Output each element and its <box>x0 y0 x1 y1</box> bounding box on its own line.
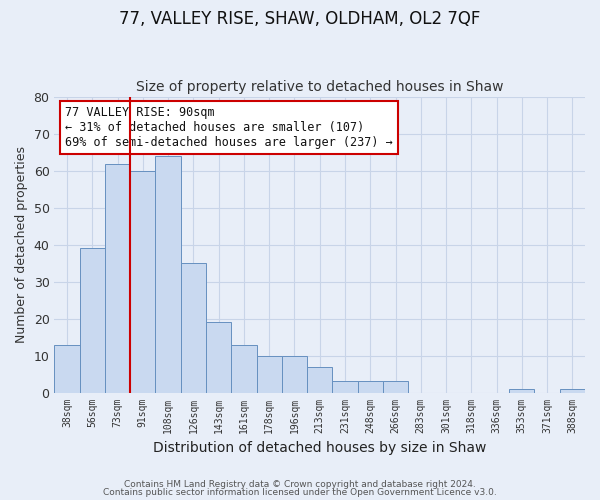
Bar <box>282 356 307 393</box>
Text: 77, VALLEY RISE, SHAW, OLDHAM, OL2 7QF: 77, VALLEY RISE, SHAW, OLDHAM, OL2 7QF <box>119 10 481 28</box>
Y-axis label: Number of detached properties: Number of detached properties <box>15 146 28 344</box>
Bar <box>155 156 181 392</box>
Bar <box>105 164 130 392</box>
Bar <box>80 248 105 392</box>
Bar <box>383 382 408 392</box>
Bar <box>560 389 585 392</box>
Bar <box>358 382 383 392</box>
Text: 77 VALLEY RISE: 90sqm
← 31% of detached houses are smaller (107)
69% of semi-det: 77 VALLEY RISE: 90sqm ← 31% of detached … <box>65 106 393 149</box>
Text: Contains HM Land Registry data © Crown copyright and database right 2024.: Contains HM Land Registry data © Crown c… <box>124 480 476 489</box>
Bar <box>181 264 206 392</box>
Bar <box>509 389 535 392</box>
Title: Size of property relative to detached houses in Shaw: Size of property relative to detached ho… <box>136 80 503 94</box>
Bar <box>130 171 155 392</box>
Bar <box>257 356 282 393</box>
Bar <box>231 344 257 393</box>
Bar <box>332 382 358 392</box>
Bar <box>55 344 80 393</box>
Text: Contains public sector information licensed under the Open Government Licence v3: Contains public sector information licen… <box>103 488 497 497</box>
Bar <box>307 366 332 392</box>
Bar <box>206 322 231 392</box>
X-axis label: Distribution of detached houses by size in Shaw: Distribution of detached houses by size … <box>153 441 487 455</box>
